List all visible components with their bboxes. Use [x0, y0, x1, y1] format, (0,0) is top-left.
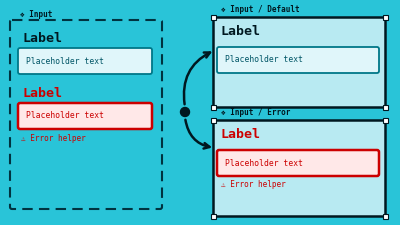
Text: ⚠ Error helper: ⚠ Error helper: [221, 180, 286, 189]
Text: ⚠ Error helper: ⚠ Error helper: [21, 134, 86, 143]
Bar: [382, 214, 388, 218]
Bar: [382, 117, 388, 122]
Bar: [382, 14, 388, 20]
Text: Label: Label: [221, 128, 261, 141]
FancyBboxPatch shape: [213, 17, 385, 107]
Bar: [210, 214, 216, 218]
Text: ❖ Input / Error: ❖ Input / Error: [221, 108, 290, 117]
Text: ❖ Input / Default: ❖ Input / Default: [221, 5, 300, 14]
Bar: [382, 104, 388, 110]
Text: Placeholder text: Placeholder text: [26, 112, 104, 121]
Text: ❖ Input: ❖ Input: [20, 10, 52, 19]
FancyBboxPatch shape: [18, 48, 152, 74]
Text: Label: Label: [22, 32, 62, 45]
FancyBboxPatch shape: [213, 120, 385, 216]
Text: Placeholder text: Placeholder text: [26, 56, 104, 65]
Bar: [210, 14, 216, 20]
FancyBboxPatch shape: [217, 47, 379, 73]
Bar: [210, 117, 216, 122]
FancyBboxPatch shape: [18, 103, 152, 129]
Text: Label: Label: [221, 25, 261, 38]
Circle shape: [180, 108, 190, 117]
Text: Placeholder text: Placeholder text: [225, 56, 303, 65]
Text: Placeholder text: Placeholder text: [225, 158, 303, 167]
Text: Label: Label: [22, 87, 62, 100]
Bar: [210, 104, 216, 110]
FancyBboxPatch shape: [217, 150, 379, 176]
